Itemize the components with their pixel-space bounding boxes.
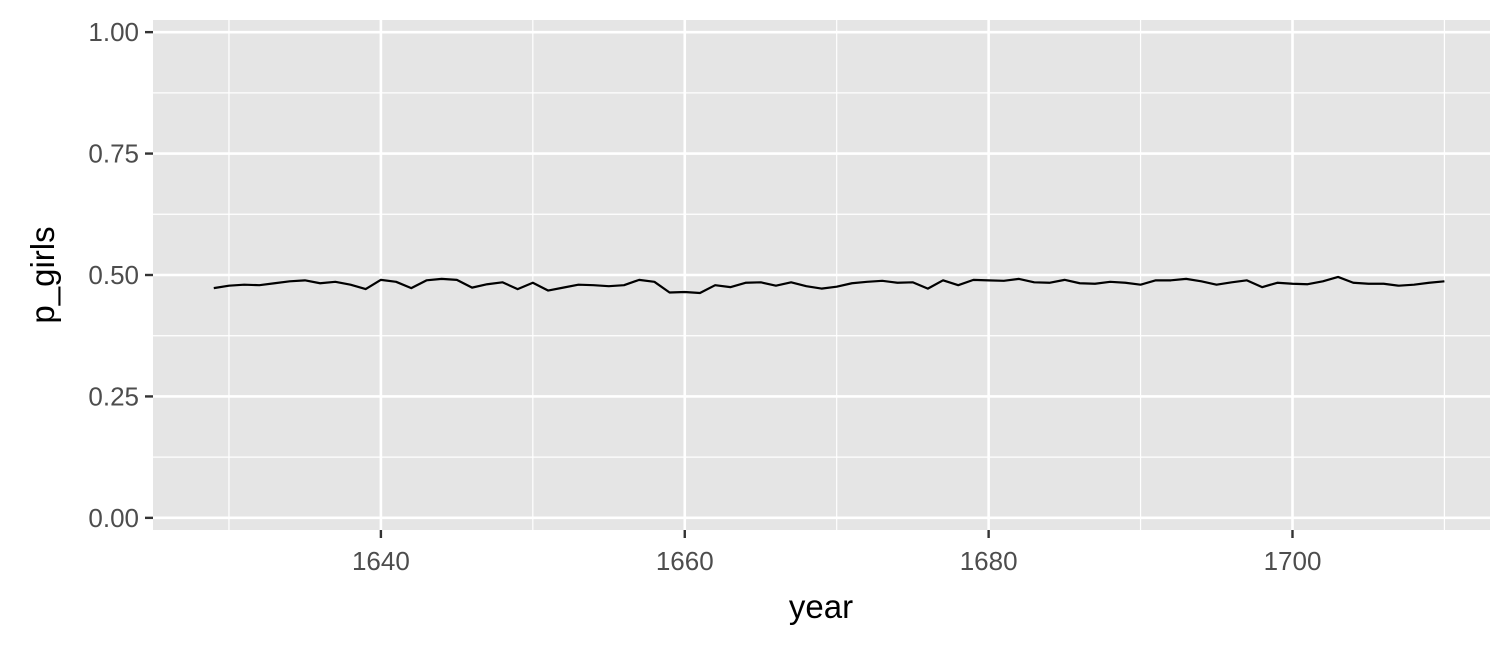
x-tick-label: 1640 — [352, 546, 410, 576]
series-line — [213, 275, 1445, 295]
x-axis: 1640 1660 1680 1700 — [352, 530, 1321, 576]
y-axis: 0.00 0.25 0.50 0.75 1.00 — [88, 17, 153, 533]
x-axis-title: year — [789, 588, 853, 625]
x-tick-label: 1680 — [960, 546, 1018, 576]
y-tick-label: 0.50 — [88, 260, 139, 290]
y-tick-label: 0.00 — [88, 503, 139, 533]
y-tick-label: 1.00 — [88, 17, 139, 47]
y-tick-label: 0.25 — [88, 381, 139, 411]
major-gridlines — [153, 20, 1490, 530]
x-tick-label: 1700 — [1264, 546, 1322, 576]
x-tick-label: 1660 — [656, 546, 714, 576]
y-axis-title: p_girls — [24, 226, 61, 323]
y-tick-label: 0.75 — [88, 139, 139, 169]
